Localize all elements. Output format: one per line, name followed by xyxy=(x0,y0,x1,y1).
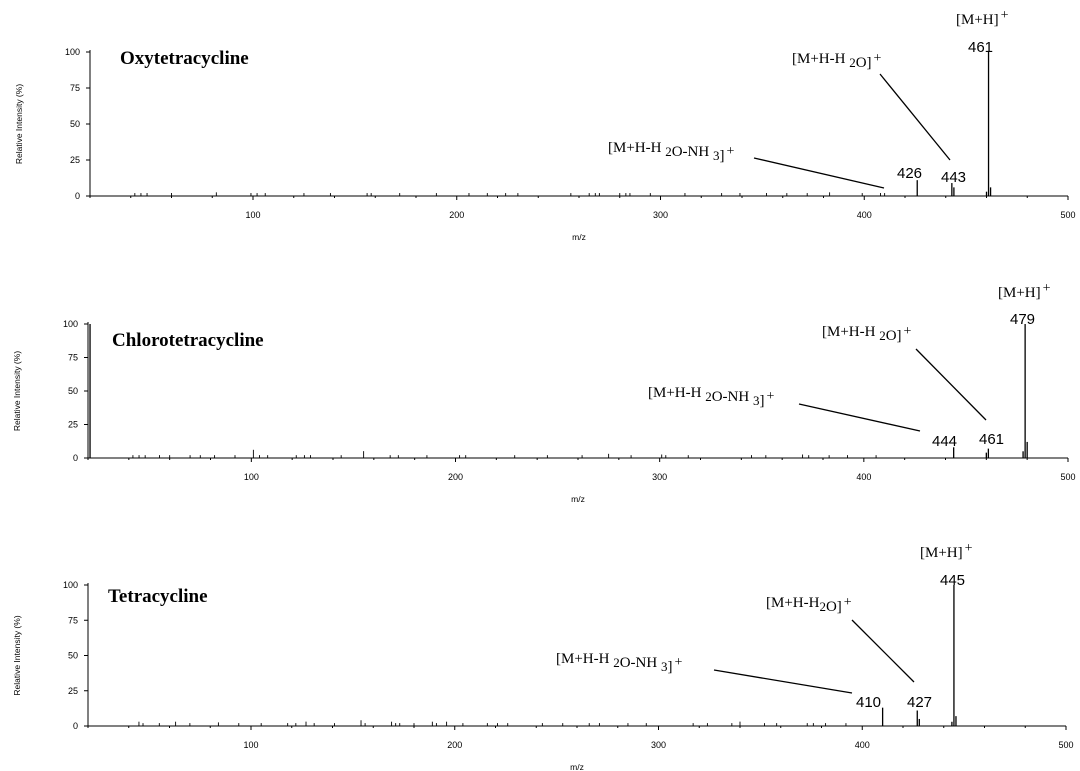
ion-annotation: [M+H-H 2O-NH 3] + xyxy=(556,651,682,675)
peak-label: 410 xyxy=(856,694,881,711)
peak-label: 445 xyxy=(940,572,965,589)
x-tick-label: 200 xyxy=(447,740,462,750)
y-tick-label: 75 xyxy=(70,83,80,93)
leader-line xyxy=(915,348,987,421)
x-tick-label: 500 xyxy=(1058,740,1073,750)
y-tick-label: 25 xyxy=(68,420,78,430)
x-tick-label: 500 xyxy=(1060,210,1075,220)
x-tick-label: 300 xyxy=(653,210,668,220)
x-tick-label: 400 xyxy=(857,210,872,220)
y-tick-label: 50 xyxy=(68,386,78,396)
y-tick-label: 0 xyxy=(73,721,78,731)
ion-annotation: [M+H] + xyxy=(956,8,1009,28)
x-tick-label: 500 xyxy=(1060,472,1075,482)
x-tick-label: 300 xyxy=(651,740,666,750)
peak-label: 427 xyxy=(907,694,932,711)
ion-annotation: [M+H-H2O] + xyxy=(766,595,852,615)
y-tick-label: 25 xyxy=(68,686,78,696)
y-tick-label: 100 xyxy=(63,580,78,590)
compound-title: Chlorotetracycline xyxy=(112,330,264,351)
y-tick-label: 50 xyxy=(68,651,78,661)
spectrum-panel-1: 0 25 50 75 100 100 200 300 400 500 m/z Relative Int… xyxy=(14,8,1076,242)
y-axis-title: Relative Intensity (%) xyxy=(12,615,22,695)
x-tick-label: 100 xyxy=(244,472,259,482)
y-axis-title: Relative Intensity (%) xyxy=(14,84,24,164)
leader-line xyxy=(753,157,885,189)
spectrum-panel-3: 0 25 50 75 100 100 200 300 400 500 m/z Relative Int… xyxy=(12,541,1074,771)
peak-label: 461 xyxy=(968,39,993,56)
x-tick-label: 300 xyxy=(652,472,667,482)
leader-line xyxy=(879,73,951,161)
x-tick-label: 200 xyxy=(448,472,463,482)
compound-title: Tetracycline xyxy=(108,586,208,607)
ion-annotation: [M+H-H 2O] + xyxy=(822,324,912,344)
x-axis-title: m/z xyxy=(570,762,584,771)
ion-annotation: [M+H] + xyxy=(998,281,1051,301)
y-tick-label: 25 xyxy=(70,155,80,165)
peak-label: 444 xyxy=(932,433,957,450)
leader-line xyxy=(798,403,921,432)
x-tick-label: 400 xyxy=(855,740,870,750)
ion-annotation: [M+H-H 2O-NH 3] + xyxy=(648,385,774,409)
x-tick-label: 200 xyxy=(449,210,464,220)
peak-label: 426 xyxy=(897,165,922,182)
y-axis-title: Relative Intensity (%) xyxy=(12,351,22,431)
x-tick-label: 400 xyxy=(856,472,871,482)
spectrum-panel-2: 0 25 50 75 100 100 200 300 400 500 m/z Relative Int… xyxy=(12,281,1076,504)
y-tick-label: 0 xyxy=(73,453,78,463)
ion-annotation: [M+H-H 2O-NH 3] + xyxy=(608,140,734,164)
y-tick-label: 75 xyxy=(68,353,78,363)
peak-label: 479 xyxy=(1010,311,1035,328)
peak-label: 461 xyxy=(979,431,1004,448)
ion-annotation: [M+H-H 2O] + xyxy=(792,51,882,71)
y-tick-label: 50 xyxy=(70,119,80,129)
leader-line xyxy=(851,619,915,683)
y-tick-label: 100 xyxy=(65,47,80,57)
y-tick-label: 100 xyxy=(63,319,78,329)
y-tick-label: 75 xyxy=(68,615,78,625)
leader-line xyxy=(713,669,853,694)
x-axis-title: m/z xyxy=(572,232,586,242)
ion-annotation: [M+H] + xyxy=(920,541,973,561)
x-tick-label: 100 xyxy=(245,210,260,220)
compound-title: Oxytetracycline xyxy=(120,48,249,69)
peak-label: 443 xyxy=(941,169,966,186)
x-axis-title: m/z xyxy=(571,494,585,504)
x-tick-label: 100 xyxy=(243,740,258,750)
y-tick-label: 0 xyxy=(75,191,80,201)
